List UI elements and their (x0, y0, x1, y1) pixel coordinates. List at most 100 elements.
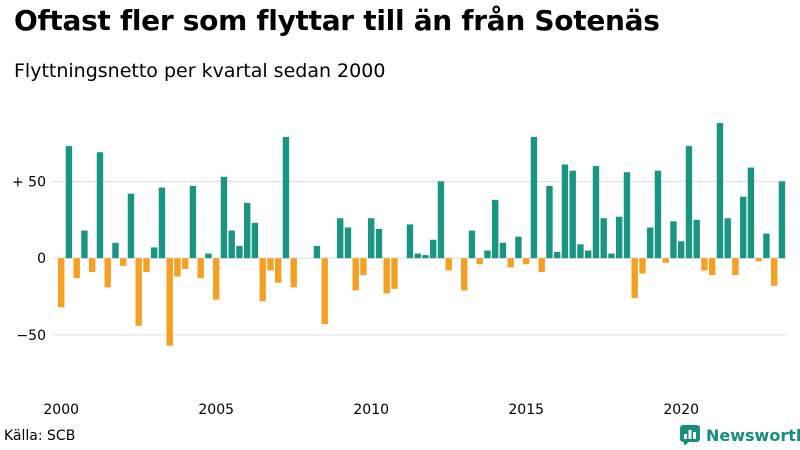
bar-positive (600, 218, 607, 259)
bar-negative (709, 258, 716, 276)
y-axis-labels: + 50 0 −50 (12, 174, 46, 344)
bar-negative (197, 258, 204, 279)
bar-negative (662, 258, 669, 263)
bars (58, 123, 786, 346)
bar-positive (151, 247, 158, 259)
bar-positive (484, 250, 491, 259)
bar-positive (747, 167, 755, 259)
bar-negative (507, 258, 514, 268)
chart-subtitle: Flyttningsnetto per kvartal sedan 2000 (14, 60, 386, 82)
y-tick-label: + 50 (12, 174, 46, 190)
bar-positive (623, 172, 631, 259)
bar-positive (127, 193, 135, 259)
bar-positive (530, 136, 538, 259)
bar-negative (267, 258, 274, 271)
bar-negative (631, 258, 638, 299)
bar-negative (476, 258, 483, 265)
bar-negative (182, 258, 189, 269)
bar-negative (290, 258, 297, 288)
newsworthy-logo[interactable]: Newsworthy (680, 425, 800, 445)
bar-positive (778, 181, 786, 259)
bar-negative (538, 258, 545, 272)
bar-positive (561, 164, 569, 259)
bar-negative (120, 258, 127, 266)
bar-negative (360, 258, 367, 276)
bar-negative (701, 258, 708, 271)
bar-positive (236, 245, 243, 259)
bar-positive (608, 253, 615, 259)
x-tick-label: 2010 (353, 402, 389, 418)
bar-positive (554, 252, 561, 259)
bar-negative (174, 258, 181, 277)
x-tick-label: 2005 (198, 402, 234, 418)
bar-positive (685, 146, 693, 259)
bar-positive (430, 239, 437, 259)
bar-positive (368, 218, 375, 259)
y-tick-label: −50 (16, 328, 46, 344)
bar-negative (352, 258, 359, 291)
bar-positive (569, 170, 576, 259)
bar-negative (321, 258, 328, 325)
bar-positive (716, 123, 724, 259)
bar-positive (112, 242, 119, 259)
bar-negative (166, 258, 173, 346)
chart-title: Oftast fler som flyttar till än från Sot… (14, 4, 660, 37)
bar-positive (616, 216, 623, 259)
x-tick-label: 2020 (663, 402, 699, 418)
bar-negative (259, 258, 266, 302)
x-tick-label: 2015 (508, 402, 544, 418)
bar-positive (678, 241, 685, 259)
bar-positive (414, 253, 421, 259)
bar-positive (468, 230, 476, 259)
bar-positive (740, 196, 747, 259)
bar-positive (577, 244, 584, 259)
bar-negative (771, 258, 778, 286)
bar-positive (228, 230, 235, 259)
bar-negative (461, 258, 468, 291)
bar-positive (592, 166, 600, 259)
bar-negative (143, 258, 150, 272)
bar-negative (445, 258, 452, 271)
bar-positive (406, 224, 414, 259)
newsworthy-chart-icon (680, 425, 700, 445)
bar-negative (391, 258, 398, 289)
bar-positive (81, 230, 88, 259)
bar-negative (104, 258, 111, 288)
bar-chart: + 50 0 −50 2000 2005 2010 2015 2020 (12, 123, 787, 418)
bar-positive (763, 233, 770, 259)
bar-negative (755, 258, 762, 262)
bar-positive (724, 218, 731, 259)
bar-negative (732, 258, 739, 276)
x-axis-labels: 2000 2005 2010 2015 2020 (43, 402, 699, 418)
bar-positive (585, 250, 592, 259)
bar-positive (499, 242, 507, 259)
bar-positive (546, 186, 553, 259)
bar-positive (244, 202, 251, 259)
source-label: Källa: SCB (4, 428, 76, 444)
bar-negative (639, 258, 646, 274)
bar-positive (693, 219, 700, 259)
bar-negative (89, 258, 96, 272)
bar-negative (275, 258, 282, 283)
brand-name: Newsworthy (706, 425, 800, 445)
bar-positive (492, 199, 499, 259)
bar-positive (647, 227, 654, 259)
bar-positive (344, 227, 352, 259)
bar-positive (515, 236, 522, 259)
bar-positive (422, 255, 429, 259)
bar-positive (220, 176, 228, 259)
bar-positive (670, 221, 677, 259)
bar-positive (337, 218, 344, 259)
bar-negative (383, 258, 390, 294)
bar-negative (213, 258, 220, 300)
y-tick-label: 0 (37, 251, 46, 267)
bar-positive (282, 136, 290, 259)
bar-positive (65, 146, 73, 259)
bar-negative (135, 258, 142, 326)
bar-positive (96, 152, 104, 259)
bar-positive (654, 170, 662, 259)
bar-positive (158, 187, 166, 259)
bar-positive (313, 245, 321, 259)
bar-positive (375, 228, 383, 259)
bar-positive (205, 253, 212, 259)
